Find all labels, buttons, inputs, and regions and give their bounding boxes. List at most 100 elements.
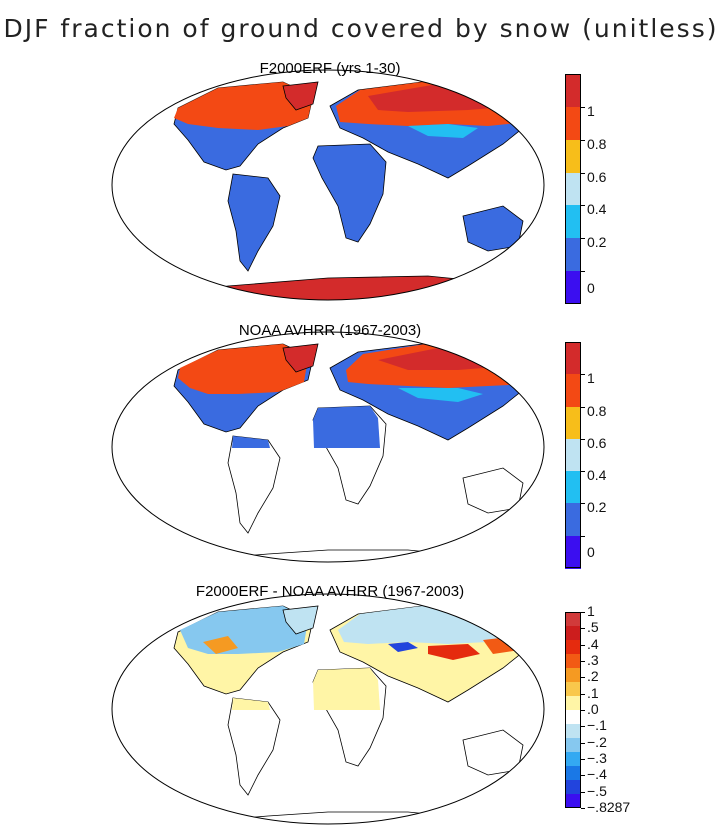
colorbar-tick [581,535,585,537]
colorbar-cell [565,139,581,173]
south-america-north [232,436,270,448]
colorbar-label: 0.8 [587,135,607,152]
colorbar-cell [565,535,581,569]
antarctica [186,811,489,824]
colorbar-label: 0.6 [587,168,607,185]
colorbar-cell [565,74,581,107]
colorbar-frame [565,612,581,808]
eurasia-mid [408,124,478,138]
colorbar-cell [565,503,581,537]
colorbar-tick [581,775,585,777]
colorbar-label: 0.4 [587,201,607,218]
colorbar-tick [581,238,585,240]
colorbar-label: 0.6 [587,434,607,451]
colorbar-label: .4 [587,635,599,652]
colorbar-tick [581,759,585,760]
colorbar-2: 0 0.2 0.4 0.6 0.8 1 [565,342,695,569]
colorbar-cell [565,106,581,140]
colorbar-cell [565,406,581,440]
colorbar-label: 1 [587,370,595,387]
colorbar-cell [565,172,581,206]
colorbar-cell [565,780,581,794]
colorbar-label: 0 [587,279,595,296]
australia [462,205,524,252]
africa [312,143,387,243]
colorbar-tick [581,644,585,646]
colorbar-label: −.8287 [587,799,631,815]
colorbar-tick [581,271,585,273]
colorbar-tick [581,791,585,793]
colorbar-cell [565,682,581,696]
colorbar-tick [581,742,585,744]
greenland [282,605,319,635]
colorbar-cell [565,205,581,239]
north-america-snow [178,344,308,394]
panel-1-map [111,69,545,301]
south-america [227,697,281,796]
greenland [282,343,319,373]
colorbar-cell [565,766,581,780]
north-america-pos [203,636,238,654]
colorbar-label: .1 [587,684,599,701]
colorbar-tick [581,503,585,505]
colorbar-label: 0.2 [587,234,607,251]
colorbar-tick [581,661,585,662]
colorbar-tick [581,808,585,809]
colorbar-label: .5 [587,619,599,636]
colorbar-cell [565,696,581,710]
colorbar-label: −.2 [587,733,607,750]
colorbar-cell [565,640,581,654]
main-title: DJF fraction of ground covered by snow (… [3,14,719,43]
south-america [227,173,281,272]
colorbar-label: 0.8 [587,402,607,419]
colorbar-cell [565,710,581,724]
colorbar-tick [581,139,585,141]
colorbar-label: .2 [587,668,599,685]
colorbar-label: −.1 [587,717,607,734]
colorbar-tick [581,205,585,207]
south-america [227,435,281,534]
panel-1-title: F2000ERF (yrs 1-30) [259,60,401,77]
colorbar-label: −.3 [587,750,607,766]
colorbar-tick [581,438,585,440]
eurasia-strong-neg [388,642,418,652]
colorbar-frame [565,342,581,568]
colorbar-cell [565,724,581,738]
colorbar-label: 1 [587,102,595,119]
colorbar-label: 0.2 [587,499,607,516]
colorbar-cell [565,271,581,305]
eurasia-strong-pos [428,644,480,660]
colorbar-cell [565,612,581,626]
colorbar-tick [581,172,585,174]
colorbar-tick [581,471,585,473]
colorbar-tick [581,612,585,613]
colorbar-cell [565,654,581,668]
colorbar-label: .0 [587,701,599,717]
colorbar-label: 0 [587,543,595,560]
colorbar-label: −.4 [587,766,607,783]
colorbar-frame [565,74,581,304]
colorbar-cell [565,794,581,808]
colorbar-tick [581,374,585,376]
colorbar-cell [565,438,581,472]
australia [462,467,524,514]
north-america-snow [174,82,313,130]
colorbar-tick [581,677,585,679]
greenland [282,81,319,111]
colorbar-3: 1.5.4.3.2.1.0 −.1 −.2 −.3 −.4 −.5 −.8287 [565,604,695,814]
colorbar-cell [565,471,581,505]
colorbar-cell [565,668,581,682]
eurasia-neg [338,604,533,644]
australia [462,729,524,776]
africa-north [313,668,380,710]
panel-3-title: F2000ERF - NOAA AVHRR (1967-2003) [195,583,465,600]
colorbar-cell [565,342,581,375]
colorbar-tick [581,628,585,630]
colorbar-label: 0.4 [587,467,607,484]
south-america-north [232,698,270,710]
colorbar-cell [565,238,581,272]
colorbar-tick [581,106,585,108]
colorbar-tick [581,693,585,695]
eurasia-mid [398,388,483,402]
colorbar-tick [581,726,585,728]
